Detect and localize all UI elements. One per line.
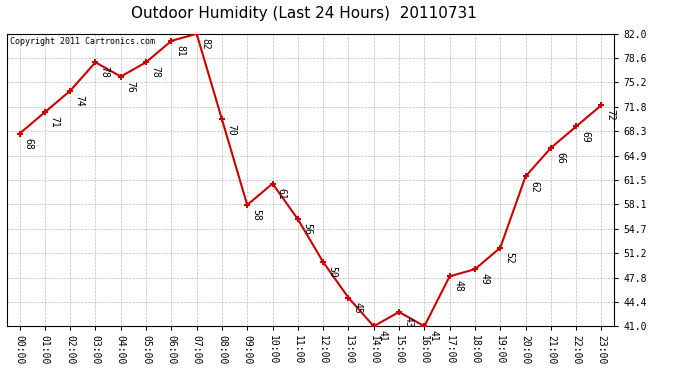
Text: 78: 78 bbox=[150, 66, 160, 78]
Text: 43: 43 bbox=[403, 316, 413, 328]
Text: Copyright 2011 Cartronics.com: Copyright 2011 Cartronics.com bbox=[10, 37, 155, 46]
Text: 50: 50 bbox=[327, 266, 337, 278]
Text: 66: 66 bbox=[555, 152, 565, 164]
Text: 74: 74 bbox=[75, 95, 84, 107]
Text: 70: 70 bbox=[226, 123, 236, 135]
Text: 81: 81 bbox=[175, 45, 186, 57]
Text: 82: 82 bbox=[201, 38, 211, 50]
Text: 58: 58 bbox=[251, 209, 262, 221]
Text: 45: 45 bbox=[353, 302, 363, 313]
Text: 56: 56 bbox=[302, 224, 312, 235]
Text: 69: 69 bbox=[580, 130, 591, 142]
Text: 72: 72 bbox=[606, 109, 615, 121]
Text: 68: 68 bbox=[23, 138, 34, 150]
Text: 41: 41 bbox=[428, 330, 439, 342]
Text: 78: 78 bbox=[99, 66, 110, 78]
Text: Outdoor Humidity (Last 24 Hours)  20110731: Outdoor Humidity (Last 24 Hours) 2011073… bbox=[130, 6, 477, 21]
Text: 76: 76 bbox=[125, 81, 135, 93]
Text: 48: 48 bbox=[454, 280, 464, 292]
Text: 49: 49 bbox=[479, 273, 489, 285]
Text: 61: 61 bbox=[277, 188, 287, 200]
Text: 71: 71 bbox=[49, 116, 59, 128]
Text: 52: 52 bbox=[504, 252, 515, 264]
Text: 62: 62 bbox=[530, 181, 540, 192]
Text: 41: 41 bbox=[378, 330, 388, 342]
